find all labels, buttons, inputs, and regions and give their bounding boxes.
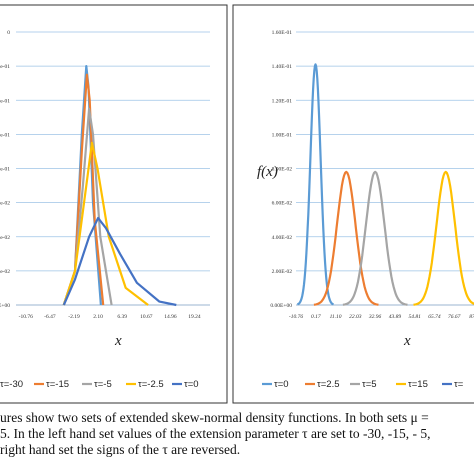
caption-line-2: 5. In the left hand set values of the ex… <box>0 426 431 441</box>
right-y-tick-label: 4.00E-02 <box>272 235 293 241</box>
right-x-tick-labels: -10.76 0.17 11.10 22.03 32.96 43.89 54.81 65.74… <box>289 313 474 320</box>
left-legend: τ=-30 τ=-15 τ=-5 τ=-2.5 τ=0 <box>0 379 199 390</box>
right-y-tick-label: 1.20E-01 <box>272 98 293 104</box>
right-y-tick-label: 1.40E-01 <box>272 64 293 70</box>
left-y-tick-label: 0 <box>7 30 10 36</box>
left-panel-frame <box>0 4 228 404</box>
right-legend: τ=0 τ=2.5 τ=5 τ=15 τ= <box>262 379 464 390</box>
right-y-tick-label: 2.00E-02 <box>272 269 293 275</box>
left-legend-label: τ=-15 <box>46 379 69 390</box>
right-y-axis-label: f(x) <box>257 164 278 180</box>
right-legend-label: τ= <box>454 379 464 390</box>
right-x-tick-label: 43.89 <box>389 313 402 320</box>
left-y-tick-label: e-02 <box>0 269 10 275</box>
left-legend-label: τ=-30 <box>0 379 23 390</box>
right-legend-label: τ=2.5 <box>317 379 340 390</box>
right-series-line <box>342 170 408 306</box>
left-legend-label: τ=0 <box>184 379 199 390</box>
right-x-tick-label: 87.6 <box>469 314 474 320</box>
left-gridlines <box>16 31 210 306</box>
right-series-line <box>313 170 379 306</box>
caption-line-3: right hand set the signs of the τ are re… <box>0 442 241 457</box>
figure-caption: ures show two sets of extended skew-norm… <box>0 410 474 458</box>
right-density-curves <box>296 63 474 306</box>
right-x-tick-label: 54.81 <box>408 313 421 320</box>
right-legend-label: τ=15 <box>408 379 428 390</box>
left-series-line <box>62 216 177 307</box>
right-gridlines <box>296 31 474 306</box>
right-y-tick-label: 8.00E-02 <box>272 167 293 173</box>
left-density-curves <box>62 65 177 307</box>
left-x-tick-label: 6.39 <box>117 314 127 320</box>
left-x-tick-label: -6.47 <box>44 314 56 320</box>
left-x-tick-label: 10.67 <box>140 314 153 320</box>
left-y-tick-label: e-01 <box>0 167 10 173</box>
right-x-tick-label: 76.67 <box>448 314 461 320</box>
left-y-tick-labels: 0 e-01 e-01 e-01 e-01 e-02 e-02 e-02 0.00E+00 <box>0 30 10 309</box>
left-y-tick-label: e-02 <box>0 235 10 241</box>
left-x-axis-label: x <box>114 333 122 349</box>
left-x-tick-label: 2.10 <box>93 314 103 320</box>
right-x-tick-label: 65.74 <box>428 313 441 320</box>
right-y-tick-label: 6.00E-02 <box>272 201 293 207</box>
left-series-line <box>62 141 149 306</box>
left-legend-label: τ=-2.5 <box>138 379 164 390</box>
right-y-tick-label: 0.00E+00 <box>270 303 292 309</box>
left-y-tick-label: 0.00E+00 <box>0 303 10 309</box>
right-x-tick-label: 0.17 <box>311 314 321 320</box>
right-x-tick-label: 32.96 <box>368 314 382 320</box>
right-y-tick-label: 1.60E-01 <box>272 30 293 36</box>
right-x-axis-label: x <box>403 333 411 349</box>
left-y-tick-label: e-01 <box>0 132 10 138</box>
right-y-tick-label: 1.00E-01 <box>272 132 293 138</box>
left-y-tick-label: e-02 <box>0 201 10 207</box>
figure-canvas: 0 e-01 e-01 e-01 e-01 e-02 e-02 e-02 0.00E+00 -1… <box>0 4 474 404</box>
right-x-tick-label: -10.76 <box>289 314 303 320</box>
caption-line-1: ures show two sets of extended skew-norm… <box>0 410 429 425</box>
left-y-tick-label: e-01 <box>0 64 10 70</box>
left-legend-label: τ=-5 <box>94 379 112 390</box>
right-x-tick-label: 22.03 <box>349 314 362 320</box>
left-x-tick-label: -10.76 <box>19 314 33 320</box>
left-x-tick-labels: -10.76 -6.47 -2.19 2.10 6.39 10.67 14.96 19.24 <box>19 314 201 320</box>
left-x-tick-label: 19.24 <box>188 314 201 320</box>
right-y-tick-labels: 1.60E-01 1.40E-01 1.20E-01 1.00E-01 8.00E-02… <box>270 30 292 309</box>
left-x-tick-label: -2.19 <box>68 314 80 320</box>
right-panel-frame <box>232 4 474 404</box>
right-legend-label: τ=0 <box>274 379 289 390</box>
right-series-line <box>413 170 474 306</box>
left-x-tick-label: 14.96 <box>164 314 177 320</box>
right-legend-label: τ=5 <box>362 379 377 390</box>
left-y-tick-label: e-01 <box>0 98 10 104</box>
right-x-tick-label: 11.10 <box>330 314 342 320</box>
